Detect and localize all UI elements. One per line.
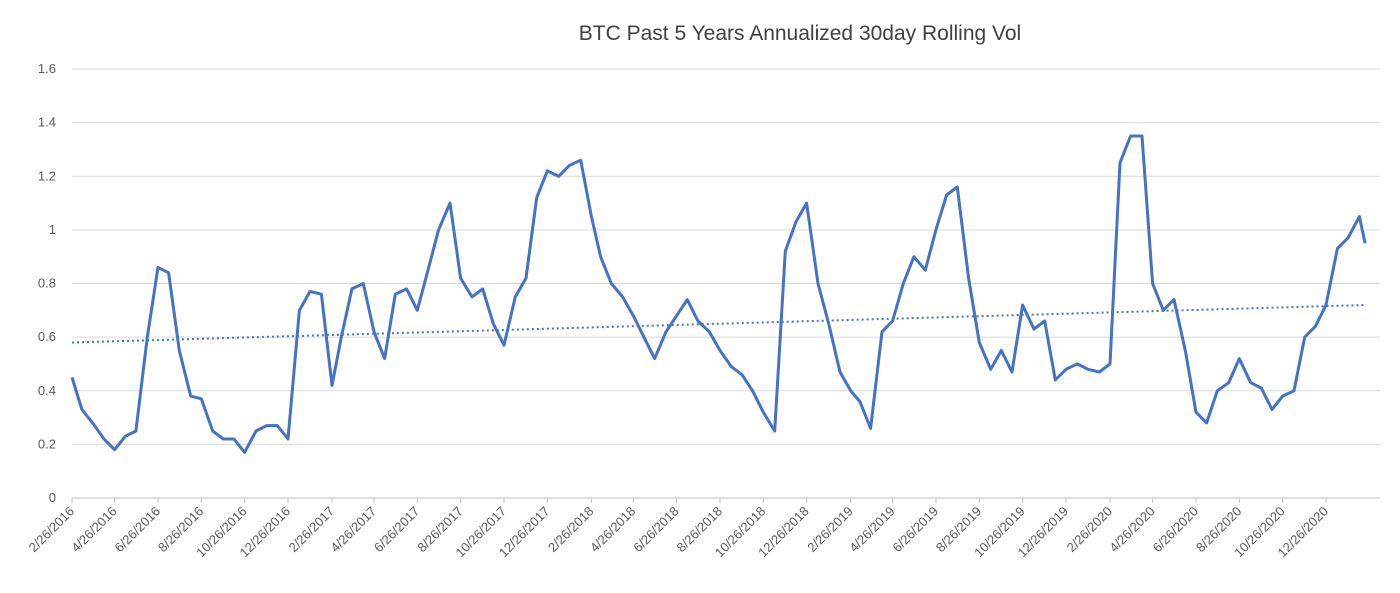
x-tick-label: 2/26/2016 <box>26 504 78 556</box>
x-tick-label: 6/26/2017 <box>371 504 423 556</box>
y-tick-label: 0.6 <box>38 329 56 344</box>
x-tick-label: 4/26/2019 <box>846 504 898 556</box>
data-line <box>70 134 1367 454</box>
x-tick-label: 6/26/2016 <box>112 504 164 556</box>
y-tick-label: 1.2 <box>38 168 56 183</box>
x-tick-label: 6/26/2018 <box>630 504 682 556</box>
x-tick-label: 4/26/2017 <box>328 504 380 556</box>
y-tick-label: 0.4 <box>38 383 56 398</box>
x-tick-label: 4/26/2018 <box>587 504 639 556</box>
y-tick-label: 0.2 <box>38 436 56 451</box>
y-tick-label: 1 <box>49 222 56 237</box>
x-tick-label: 2/26/2020 <box>1064 504 1116 556</box>
y-tick-label: 1.4 <box>38 115 56 130</box>
y-tick-label: 0.8 <box>38 276 56 291</box>
x-tick-label: 4/26/2020 <box>1106 504 1158 556</box>
y-tick-label: 0 <box>49 490 56 505</box>
x-tick-label: 6/26/2019 <box>890 504 942 556</box>
x-tick-label: 6/26/2020 <box>1150 504 1202 556</box>
chart-title: BTC Past 5 Years Annualized 30day Rollin… <box>579 22 1021 45</box>
x-tick-label: 4/26/2016 <box>68 504 120 556</box>
trend-line <box>71 304 1366 344</box>
y-tick-label: 1.6 <box>38 61 56 76</box>
